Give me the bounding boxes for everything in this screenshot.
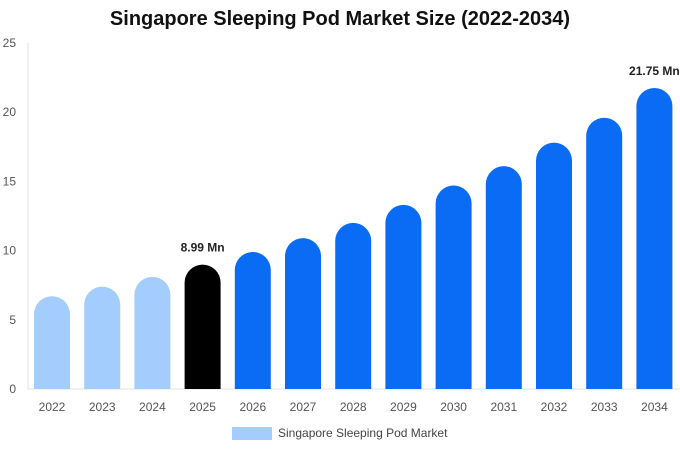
- x-tick-label: 2026: [239, 400, 266, 414]
- x-tick-label: 2034: [641, 400, 668, 414]
- chart-bars: [34, 87, 673, 389]
- y-tick-label: 10: [3, 244, 17, 258]
- chart-labels: 2022 2023 2024 2025 2026 2027 2028 2029 2030 2031…: [39, 64, 680, 414]
- x-tick-label: 2033: [591, 400, 618, 414]
- y-tick-label: 0: [9, 382, 16, 396]
- bar-2029: [385, 204, 422, 389]
- bar-2028: [335, 222, 372, 389]
- bar-2025: [184, 264, 221, 389]
- data-label: 8.99 Mn: [181, 241, 225, 255]
- legend-label: Singapore Sleeping Pod Market: [278, 426, 448, 440]
- bar-2034: [636, 87, 673, 389]
- x-tick-label: 2031: [490, 400, 517, 414]
- x-tick-label: 2023: [89, 400, 116, 414]
- x-tick-label: 2024: [139, 400, 166, 414]
- y-tick-label: 5: [9, 313, 16, 327]
- x-tick-label: 2027: [290, 400, 317, 414]
- bar-2030: [435, 185, 472, 389]
- chart-legend: Singapore Sleeping Pod Market: [232, 425, 447, 441]
- bar-2031: [485, 166, 522, 389]
- x-tick-label: 2025: [189, 400, 216, 414]
- x-tick-label: 2030: [440, 400, 467, 414]
- chart-title: Singapore Sleeping Pod Market Size (2022…: [109, 8, 571, 30]
- y-tick-label: 20: [3, 105, 17, 119]
- x-tick-label: 2029: [390, 400, 417, 414]
- x-tick-label: 2022: [39, 400, 66, 414]
- bar-2027: [285, 238, 321, 389]
- y-tick-label: 25: [3, 36, 17, 50]
- legend-swatch: [232, 426, 272, 440]
- x-tick-label: 2032: [541, 400, 568, 414]
- data-label: 21.75 Mn: [629, 64, 680, 78]
- bar-2033: [586, 117, 623, 389]
- y-tick-label: 15: [3, 174, 17, 188]
- bar-2023: [84, 286, 121, 389]
- bar-2026: [234, 252, 271, 389]
- bar-2024: [134, 276, 171, 389]
- x-tick-label: 2028: [340, 400, 367, 414]
- bar-2022: [34, 296, 70, 389]
- bar-2032: [536, 142, 572, 389]
